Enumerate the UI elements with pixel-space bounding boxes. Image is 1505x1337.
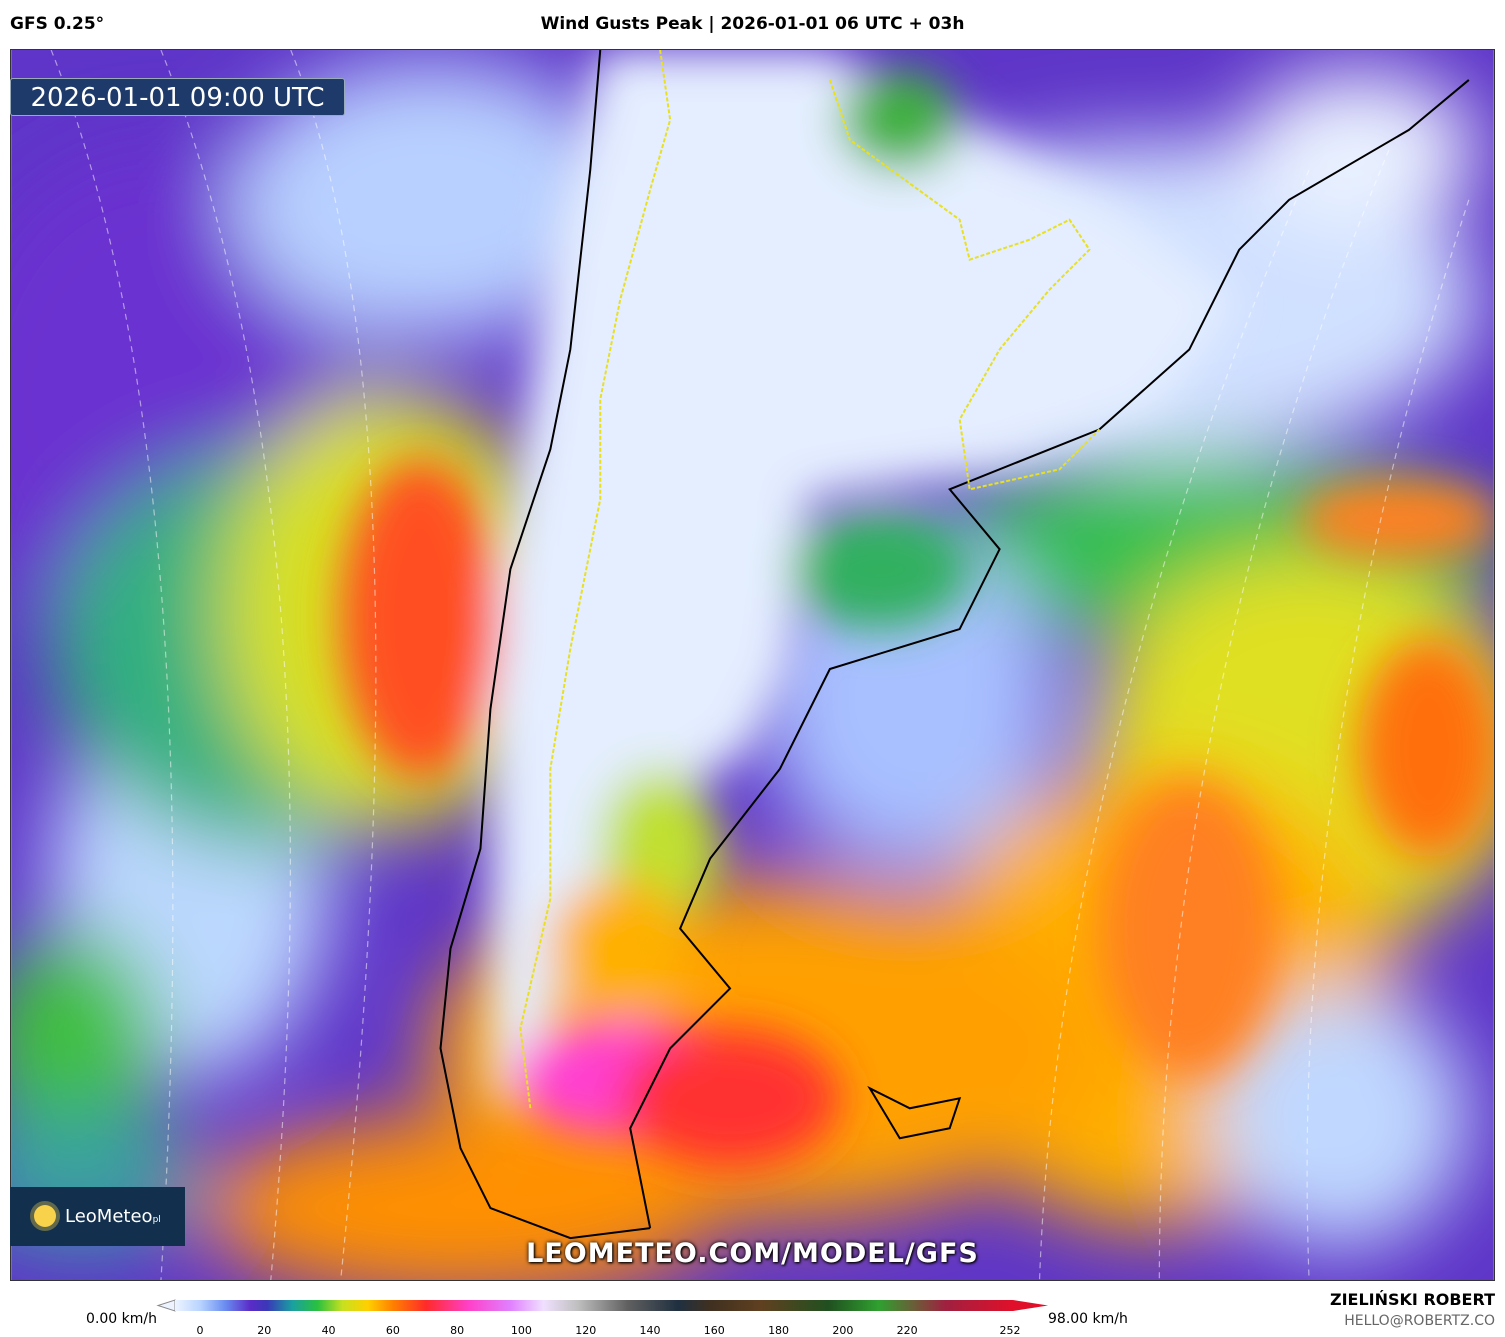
logo: LeoMeteopl [10,1187,185,1246]
watermark: LEOMETEO.COM/MODEL/GFS [526,1238,979,1269]
colorbar-tick-label: 200 [832,1324,854,1337]
colorbar-tick-label: 0 [196,1324,204,1337]
colorbar [175,1300,1013,1311]
colorbar-tick-label: 252 [999,1324,1021,1337]
colorbar-tick-label: 160 [703,1324,725,1337]
colorbar-min-label: 0.00 km/h [86,1311,157,1327]
colorbar-tick-label: 40 [321,1324,336,1337]
colorbar-tick-label: 80 [450,1324,465,1337]
colorbar-tick-label: 60 [385,1324,400,1337]
author: ZIELIŃSKI ROBERT [1329,1290,1495,1309]
map [10,49,1495,1281]
colorbar-tick-label: 220 [896,1324,918,1337]
model-label: GFS 0.25° [10,14,105,34]
colorbar-tick-label: 20 [257,1324,272,1337]
map-title: Wind Gusts Peak | 2026-01-01 06 UTC + 03… [540,14,965,34]
colorbar-tick-label: 100 [510,1324,532,1337]
colorbar-tick-label: 140 [639,1324,661,1337]
colorbar-max-label: 98.00 km/h [1048,1311,1128,1327]
contact: HELLO@ROBERTZ.CO [1344,1313,1495,1329]
colorbar-tick-label: 180 [768,1324,790,1337]
valid-time: 2026-01-01 09:00 UTC [10,78,345,116]
logo-text: LeoMeteo [65,1206,153,1227]
colorbar-tick-label: 120 [575,1324,597,1337]
logo-suffix: pl [152,1215,161,1225]
